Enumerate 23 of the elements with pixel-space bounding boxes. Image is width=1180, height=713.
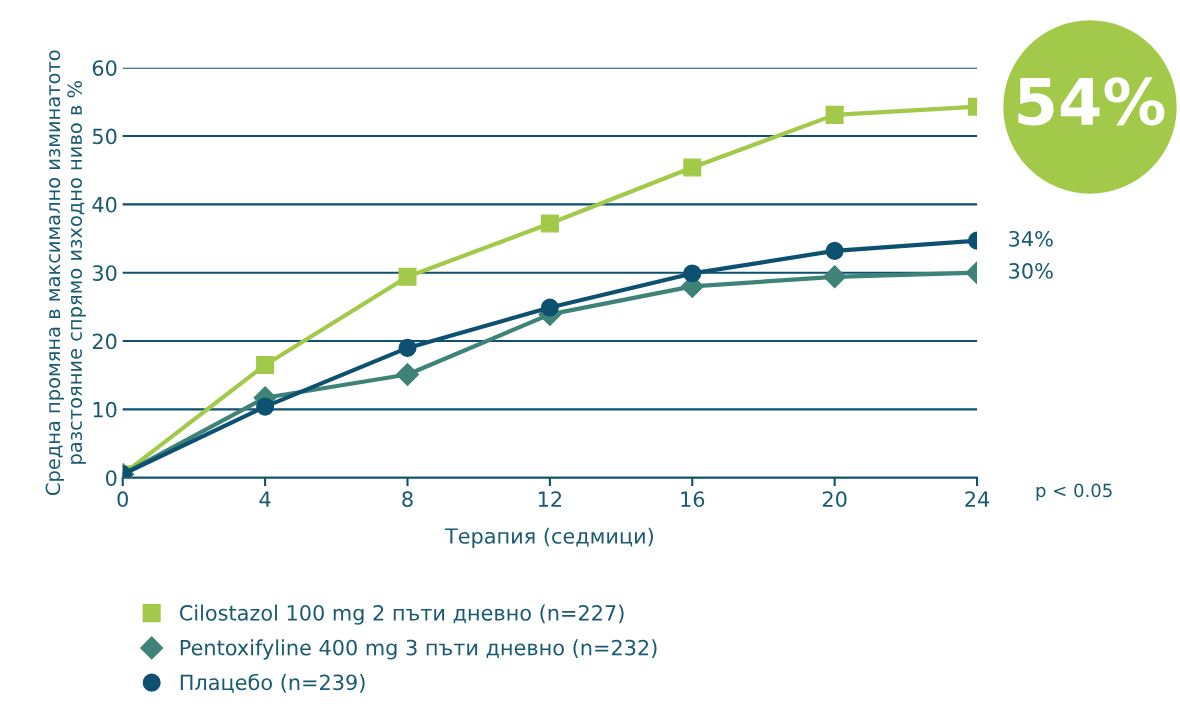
- x-tick-label: 24: [965, 491, 990, 507]
- x-tick-label: 12: [538, 491, 562, 507]
- x-tick-label: 0: [117, 491, 128, 508]
- y-tick-label: 0: [105, 470, 117, 486]
- x-tick-label: 20: [822, 491, 847, 508]
- y-tick-label: 50: [92, 128, 117, 145]
- annotation: 34%: [1009, 230, 1053, 247]
- text: p < 0.05: [1036, 483, 1112, 501]
- x-tick-label: 8: [402, 491, 413, 508]
- y-tick-label: 40: [92, 196, 117, 213]
- legend-label: Pentoxifyline 400 mg 3 пъти дневно (n=232): [180, 639, 657, 660]
- y-tick-label: 60: [92, 60, 117, 76]
- legend-label: Плацебо (n=239): [180, 673, 365, 693]
- y-tick-label: 10: [93, 401, 117, 418]
- y-tick-label: 30: [92, 265, 117, 281]
- x-axis-title: Терапия (седмици): [444, 527, 653, 548]
- legend-label: Cilostazol 100 mg 2 пъти дневно (n=227): [179, 604, 624, 625]
- y-tick-label: 20: [92, 333, 117, 350]
- text: 54%: [1018, 77, 1165, 126]
- x-tick-label: 16: [681, 491, 705, 508]
- y-axis-title: Средна промяна в максимално изминатото разстояние спрямо изходно ниво в %: [45, 50, 86, 495]
- x-tick-label: 4: [259, 491, 271, 507]
- annotation: 30%: [1009, 263, 1053, 279]
